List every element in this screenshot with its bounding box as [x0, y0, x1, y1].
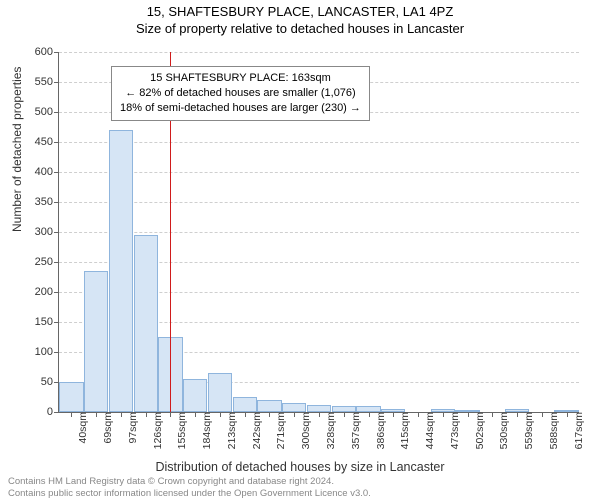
histogram-bar: [233, 397, 257, 412]
gridline: [59, 232, 579, 233]
x-tick-mark: [170, 412, 171, 417]
x-tick-label: 559sqm: [521, 412, 535, 449]
x-tick-mark: [567, 412, 568, 417]
x-tick-mark: [269, 412, 270, 417]
page-title: 15, SHAFTESBURY PLACE, LANCASTER, LA1 4P…: [0, 4, 600, 19]
y-tick-label: 600: [35, 46, 59, 58]
x-tick-label: 184sqm: [199, 412, 213, 449]
histogram-bar: [282, 403, 306, 412]
x-tick-label: 588sqm: [546, 412, 560, 449]
footer-line-1: Contains HM Land Registry data © Crown c…: [8, 476, 371, 488]
y-tick-label: 0: [47, 406, 59, 418]
y-axis-label: Number of detached properties: [10, 67, 24, 232]
page-subtitle: Size of property relative to detached ho…: [0, 21, 600, 36]
histogram-bar: [307, 405, 331, 412]
histogram-bar: [257, 400, 281, 412]
x-tick-mark: [393, 412, 394, 417]
x-tick-label: 271sqm: [273, 412, 287, 449]
y-tick-label: 150: [35, 316, 59, 328]
annotation-box: 15 SHAFTESBURY PLACE: 163sqm← 82% of det…: [111, 66, 370, 121]
y-tick-label: 550: [35, 76, 59, 88]
x-tick-mark: [96, 412, 97, 417]
y-tick-label: 300: [35, 226, 59, 238]
x-tick-label: 530sqm: [496, 412, 510, 449]
gridline: [59, 52, 579, 53]
x-tick-mark: [344, 412, 345, 417]
annotation-line: 18% of semi-detached houses are larger (…: [120, 101, 361, 116]
x-tick-mark: [418, 412, 419, 417]
x-tick-mark: [245, 412, 246, 417]
x-tick-label: 502sqm: [472, 412, 486, 449]
x-tick-mark: [319, 412, 320, 417]
x-tick-mark: [517, 412, 518, 417]
histogram-bar: [84, 271, 108, 412]
x-tick-mark: [71, 412, 72, 417]
histogram-bar: [208, 373, 232, 412]
x-tick-mark: [146, 412, 147, 417]
x-tick-label: 386sqm: [373, 412, 387, 449]
x-tick-mark: [443, 412, 444, 417]
x-tick-mark: [468, 412, 469, 417]
y-tick-label: 350: [35, 196, 59, 208]
gridline: [59, 142, 579, 143]
annotation-line: ← 82% of detached houses are smaller (1,…: [120, 86, 361, 101]
x-tick-label: 300sqm: [298, 412, 312, 449]
footer-attribution: Contains HM Land Registry data © Crown c…: [8, 476, 371, 500]
y-tick-label: 50: [41, 376, 59, 388]
x-tick-label: 357sqm: [348, 412, 362, 449]
x-tick-label: 328sqm: [323, 412, 337, 449]
y-tick-label: 250: [35, 256, 59, 268]
x-tick-label: 617sqm: [571, 412, 585, 449]
x-tick-mark: [369, 412, 370, 417]
y-tick-label: 500: [35, 106, 59, 118]
histogram-bar: [109, 130, 133, 412]
x-tick-label: 69sqm: [100, 412, 114, 444]
x-tick-mark: [542, 412, 543, 417]
y-tick-label: 400: [35, 166, 59, 178]
gridline: [59, 172, 579, 173]
x-tick-label: 213sqm: [224, 412, 238, 449]
x-tick-mark: [195, 412, 196, 417]
y-tick-label: 450: [35, 136, 59, 148]
x-tick-mark: [121, 412, 122, 417]
gridline: [59, 202, 579, 203]
x-axis-label: Distribution of detached houses by size …: [0, 460, 600, 474]
x-tick-label: 97sqm: [125, 412, 139, 444]
y-tick-label: 100: [35, 346, 59, 358]
x-tick-mark: [492, 412, 493, 417]
x-tick-label: 473sqm: [447, 412, 461, 449]
footer-line-2: Contains public sector information licen…: [8, 488, 371, 500]
x-tick-label: 444sqm: [422, 412, 436, 449]
x-tick-label: 242sqm: [249, 412, 263, 449]
x-tick-label: 40sqm: [75, 412, 89, 444]
annotation-line: 15 SHAFTESBURY PLACE: 163sqm: [120, 71, 361, 86]
x-tick-mark: [294, 412, 295, 417]
histogram-bar: [59, 382, 83, 412]
histogram-bar: [134, 235, 158, 412]
histogram-chart: 05010015020025030035040045050055060040sq…: [58, 52, 579, 413]
histogram-bar: [183, 379, 207, 412]
x-tick-label: 155sqm: [174, 412, 188, 449]
x-tick-label: 126sqm: [150, 412, 164, 449]
x-tick-mark: [220, 412, 221, 417]
x-tick-label: 415sqm: [397, 412, 411, 449]
y-tick-label: 200: [35, 286, 59, 298]
